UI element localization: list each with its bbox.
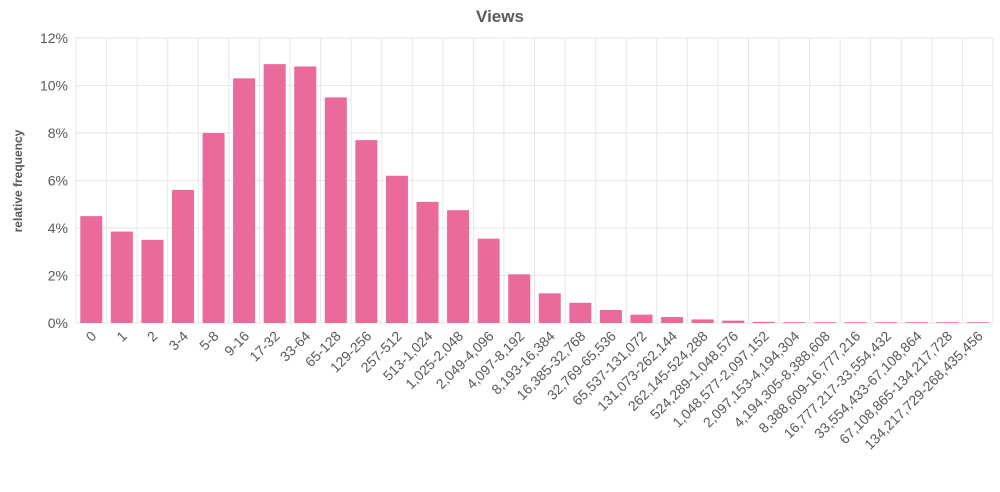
bar [110, 231, 133, 323]
bar [569, 302, 592, 323]
bar [202, 133, 225, 323]
bar [80, 216, 103, 323]
gridlines [75, 37, 994, 324]
bar [691, 319, 714, 323]
x-tick-label: 17-32 [246, 328, 283, 365]
bar [294, 66, 317, 323]
bar [813, 322, 836, 323]
bar [385, 175, 408, 323]
y-axis-label: relative frequency [11, 129, 25, 232]
bar [233, 78, 256, 323]
bar [752, 321, 775, 323]
y-tick-label: 4% [48, 220, 68, 236]
y-tick-label: 10% [40, 78, 68, 94]
bar [936, 322, 959, 323]
bar [783, 322, 806, 323]
bar [905, 322, 928, 323]
y-axis-ticks: 0% 2% 4% 6% 8% 10% 12% [40, 30, 68, 331]
y-tick-label: 0% [48, 315, 68, 331]
chart-title: Views [476, 7, 524, 26]
bar [630, 314, 653, 323]
bar [477, 238, 500, 323]
x-tick-label: 2 [144, 328, 161, 345]
bar [416, 201, 439, 323]
x-tick-label: 3-4 [165, 328, 191, 354]
y-tick-label: 6% [48, 173, 68, 189]
bar [141, 239, 164, 323]
bar [966, 322, 989, 323]
bar [508, 274, 531, 323]
bar [875, 322, 898, 323]
bar [171, 190, 194, 323]
y-tick-label: 2% [48, 268, 68, 284]
bar [722, 320, 745, 323]
y-tick-label: 12% [40, 30, 68, 46]
bars [80, 64, 989, 323]
x-tick-label: 0 [83, 328, 100, 345]
bar [447, 210, 470, 323]
y-tick-label: 8% [48, 125, 68, 141]
x-tick-label: 1 [113, 328, 130, 345]
bar [538, 293, 561, 323]
x-tick-label: 5-8 [196, 328, 222, 354]
bar [355, 140, 378, 323]
bar [844, 322, 867, 323]
bar [661, 317, 684, 323]
x-axis-ticks: 0 1 2 3-4 5-8 9-1617-3233-6465-128129-256257-… [83, 328, 986, 453]
bar [263, 64, 286, 323]
bar [324, 97, 347, 323]
bar [599, 309, 622, 323]
